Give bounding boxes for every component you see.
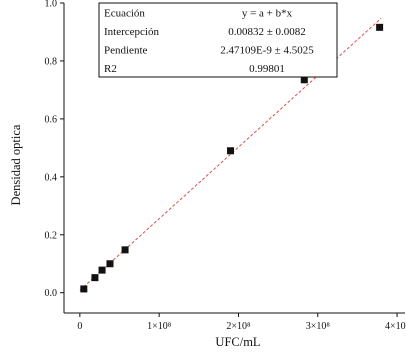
stats-row-label: Pendiente: [104, 45, 147, 57]
y-tick-label: 0.8: [45, 56, 58, 67]
data-point: [300, 76, 308, 84]
y-tick-label: 1.0: [45, 0, 58, 10]
x-tick-label: 1×10⁸: [147, 321, 172, 332]
data-point: [106, 260, 114, 268]
data-point: [121, 246, 129, 254]
axes: 0 1×10⁸ 2×10⁸ 3×10⁸ 4×10⁸ 0.0 0.2 0.4 0.6 0.8 1.0: [45, 0, 406, 332]
x-tick-label: 2×10⁸: [226, 321, 251, 332]
x-axis-title: UFC/mL: [215, 335, 260, 349]
y-axis-title: Densidad optica: [9, 124, 23, 205]
data-points: [80, 23, 384, 293]
y-tick-label: 0.0: [45, 288, 58, 299]
y-tick-label: 0.4: [45, 172, 58, 183]
data-point: [98, 266, 106, 274]
stats-row-value: 2.47109E-9 ± 4.5025: [220, 45, 314, 57]
stats-table-frame: [98, 2, 338, 78]
data-point: [227, 147, 235, 155]
stats-row-label: Intercepción: [104, 26, 159, 38]
x-tick-label: 3×10⁸: [306, 321, 331, 332]
stats-row-label: Ecuación: [104, 8, 145, 20]
x-tick-label: 0: [77, 321, 82, 332]
fit-line: [79, 17, 382, 291]
fit-line-layer: [79, 17, 382, 291]
y-tick-label: 0.6: [45, 114, 58, 125]
data-point: [91, 274, 99, 282]
data-point: [376, 23, 384, 31]
data-point: [80, 285, 88, 293]
stats-row-label: R2: [104, 63, 117, 75]
y-tick-label: 0.2: [45, 230, 58, 241]
stats-table: Ecuación y = a + b*x Intercepción 0.00832 ±…: [98, 2, 338, 78]
stats-row-value: 0.00832 ± 0.0082: [228, 26, 306, 38]
x-tick-label: 4×10⁸: [385, 321, 406, 332]
stats-row-value: y = a + b*x: [242, 8, 293, 20]
stats-row-value: 0.99801: [249, 63, 285, 75]
